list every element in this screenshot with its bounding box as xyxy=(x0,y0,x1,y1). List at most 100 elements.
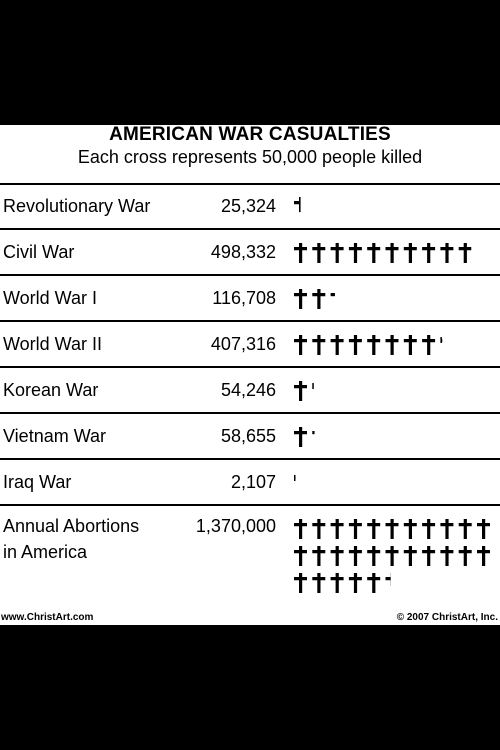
cross-icon xyxy=(312,335,326,355)
cross-icon xyxy=(348,335,362,355)
row-value: 1,370,000 xyxy=(195,516,276,536)
infographic-panel: AMERICAN WAR CASUALTIES Each cross repre… xyxy=(0,125,500,625)
cross-icon xyxy=(294,573,307,593)
table-row: Annual Abortions in America 1,370,000 xyxy=(0,505,500,605)
table-row: Korean War 54,246 xyxy=(0,367,500,413)
cross-icon xyxy=(440,546,454,566)
cross-icon xyxy=(294,335,307,355)
row-divider xyxy=(0,412,500,414)
cross-icon xyxy=(330,573,344,593)
row-label: Korean War xyxy=(3,380,99,400)
cross-icon xyxy=(422,519,436,539)
row-divider xyxy=(0,274,500,276)
row-label: Revolutionary War xyxy=(3,196,151,216)
partial-cross-icon xyxy=(385,573,391,586)
cross-icon xyxy=(348,519,362,539)
row-value: 498,332 xyxy=(210,242,276,262)
table-row: Revolutionary War 25,324 xyxy=(0,183,500,229)
row-value: 2,107 xyxy=(230,472,276,492)
partial-cross-icon xyxy=(312,431,315,435)
cross-icon xyxy=(403,546,417,566)
table-row: World War II 407,316 xyxy=(0,321,500,367)
cross-icon xyxy=(330,519,344,539)
chart-title: AMERICAN WAR CASUALTIES xyxy=(109,124,391,145)
cross-icon xyxy=(422,335,436,355)
row-value: 58,655 xyxy=(220,426,276,446)
partial-cross-icon xyxy=(440,337,443,343)
cross-icon xyxy=(312,243,326,263)
cross-icon xyxy=(403,243,417,263)
row-divider xyxy=(0,366,500,368)
cross-icon xyxy=(294,519,307,539)
table-row: Iraq War 2,107 xyxy=(0,459,500,505)
cross-icons xyxy=(294,197,301,213)
cross-icon xyxy=(385,519,399,539)
cross-icon xyxy=(312,546,326,566)
cross-icon xyxy=(477,546,490,566)
cross-icons xyxy=(294,335,443,355)
row-divider xyxy=(0,183,500,185)
cross-icon xyxy=(312,519,326,539)
cross-icon xyxy=(367,573,381,593)
cross-icon xyxy=(367,335,381,355)
cross-icon xyxy=(403,335,417,355)
row-label: Iraq War xyxy=(3,472,72,492)
cross-icon xyxy=(312,573,326,593)
partial-cross-icon xyxy=(458,243,472,263)
cross-icon xyxy=(294,289,307,309)
table-row: Vietnam War 58,655 xyxy=(0,413,500,459)
cross-icon xyxy=(440,519,454,539)
row-label: Civil War xyxy=(3,242,75,262)
cross-icons xyxy=(294,519,490,593)
cross-icon xyxy=(348,243,362,263)
cross-icon xyxy=(294,546,307,566)
cross-icon xyxy=(385,546,399,566)
partial-cross-icon xyxy=(330,293,335,297)
partial-cross-icon xyxy=(294,475,296,481)
cross-icon xyxy=(294,381,307,401)
cross-icon xyxy=(312,289,326,309)
row-value: 116,708 xyxy=(212,288,276,308)
row-label: World War I xyxy=(3,288,98,308)
cross-icons xyxy=(294,475,296,481)
row-value: 25,324 xyxy=(220,196,276,216)
cross-icon xyxy=(422,546,436,566)
cross-icon xyxy=(458,546,472,566)
cross-icon xyxy=(330,243,344,263)
row-divider xyxy=(0,228,500,230)
row-divider xyxy=(0,504,500,506)
cross-icon xyxy=(385,243,399,263)
table-row: World War I 116,708 xyxy=(0,275,500,321)
table-row: Civil War 498,332 xyxy=(0,229,500,275)
cross-icon xyxy=(367,519,381,539)
cross-icon xyxy=(440,243,454,263)
cross-icon xyxy=(348,573,362,593)
row-value: 407,316 xyxy=(210,334,276,354)
footer-website: www.ChristArt.com xyxy=(1,612,94,623)
row-label: World War II xyxy=(3,334,103,354)
chart-subtitle: Each cross represents 50,000 people kill… xyxy=(77,147,423,167)
cross-icon xyxy=(477,519,490,539)
row-label: Vietnam War xyxy=(3,426,107,446)
cross-icon xyxy=(294,243,307,263)
row-divider xyxy=(0,458,500,460)
cross-icons xyxy=(294,289,335,309)
partial-cross-icon xyxy=(294,197,301,213)
cross-icon xyxy=(294,427,307,447)
row-value: 54,246 xyxy=(220,380,276,400)
cross-icon xyxy=(348,546,362,566)
partial-cross-icon xyxy=(312,383,314,389)
cross-icons xyxy=(294,427,315,447)
cross-icon xyxy=(367,546,381,566)
cross-icons xyxy=(294,243,472,263)
row-label: Annual Abortions in America xyxy=(3,516,140,562)
cross-icon xyxy=(403,519,417,539)
cross-icon xyxy=(458,519,472,539)
cross-icon xyxy=(367,243,381,263)
footer-copyright: © 2007 ChristArt, Inc. xyxy=(396,612,498,623)
cross-icon xyxy=(330,335,344,355)
cross-icons xyxy=(294,381,314,401)
row-divider xyxy=(0,320,500,322)
cross-icon xyxy=(330,546,344,566)
cross-icon xyxy=(422,243,436,263)
